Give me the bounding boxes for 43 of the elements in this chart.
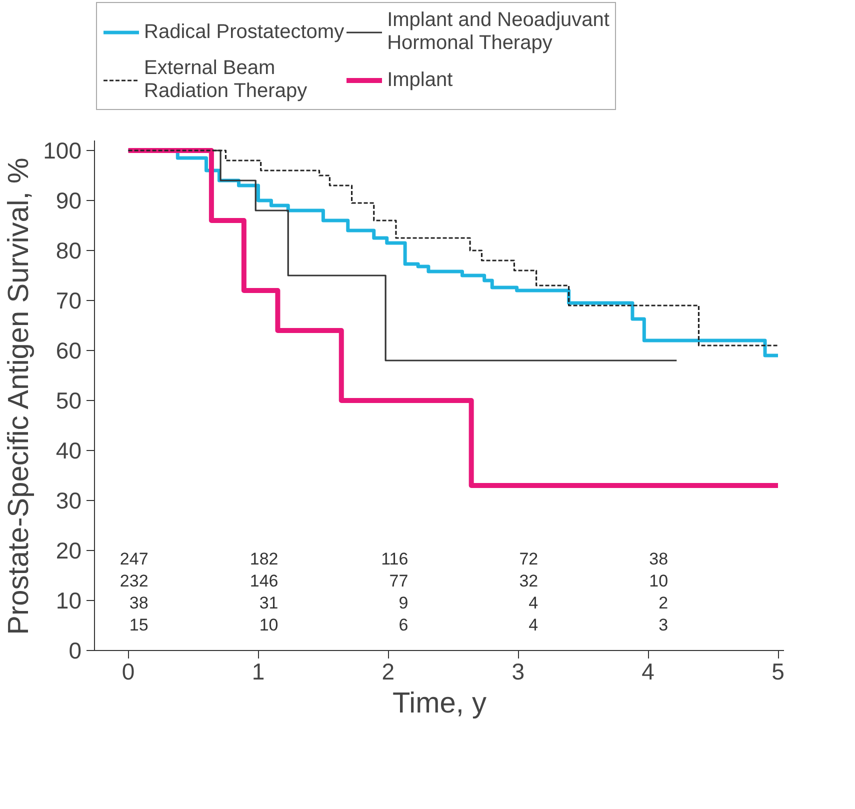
y-tick-label: 70 xyxy=(56,288,82,314)
y-tick-label: 30 xyxy=(56,488,82,514)
y-axis-title: Prostate-Specific Antigen Survival, % xyxy=(3,158,36,635)
annotation: 3 xyxy=(658,616,668,634)
legend-label: Implant and Neoadjuvant Hormonal Therapy xyxy=(387,9,610,55)
annotation: 4 xyxy=(528,616,538,634)
annotation: 9 xyxy=(398,594,408,612)
y-tick-label: 50 xyxy=(56,388,82,414)
x-axis-title: Time, y xyxy=(392,688,487,720)
y-tick-label: 20 xyxy=(56,538,82,564)
annotation: 72 xyxy=(519,550,538,568)
annotation: 2 xyxy=(658,594,668,612)
legend-label: Implant xyxy=(387,68,453,92)
annotation: 247 xyxy=(120,550,148,568)
x-tick-label: 2 xyxy=(382,658,395,684)
y-tick-label: 90 xyxy=(56,188,82,214)
y-tick-label: 0 xyxy=(68,638,82,664)
annotation: 15 xyxy=(129,616,148,634)
annotation: 31 xyxy=(259,594,278,612)
annotation: 38 xyxy=(649,550,668,568)
annotation: 77 xyxy=(389,572,408,590)
annotation: 32 xyxy=(519,572,538,590)
y-tick-label: 60 xyxy=(56,338,82,364)
annotation: 232 xyxy=(120,572,148,590)
x-tick-label: 1 xyxy=(252,658,265,684)
x-tick-label: 3 xyxy=(512,658,525,684)
annotation: 116 xyxy=(381,550,408,568)
x-tick-label: 5 xyxy=(772,658,784,684)
x-tick-label: 4 xyxy=(642,658,655,684)
annotation: 10 xyxy=(649,572,668,590)
annotation: 4 xyxy=(528,594,538,612)
annotation: 6 xyxy=(398,616,408,634)
annotation: 182 xyxy=(250,550,278,568)
y-tick-label: 100 xyxy=(43,138,82,164)
legend-label: Radical Prostatectomy xyxy=(144,20,344,44)
x-tick-label: 0 xyxy=(122,658,135,684)
legend-label: External Beam Radiation Therapy xyxy=(144,57,308,103)
annotation: 146 xyxy=(250,572,278,590)
y-tick-label: 40 xyxy=(56,438,82,464)
annotation: 38 xyxy=(129,594,148,612)
y-tick-label: 10 xyxy=(56,588,82,614)
y-tick-label: 80 xyxy=(56,238,82,264)
annotation: 10 xyxy=(259,616,278,634)
